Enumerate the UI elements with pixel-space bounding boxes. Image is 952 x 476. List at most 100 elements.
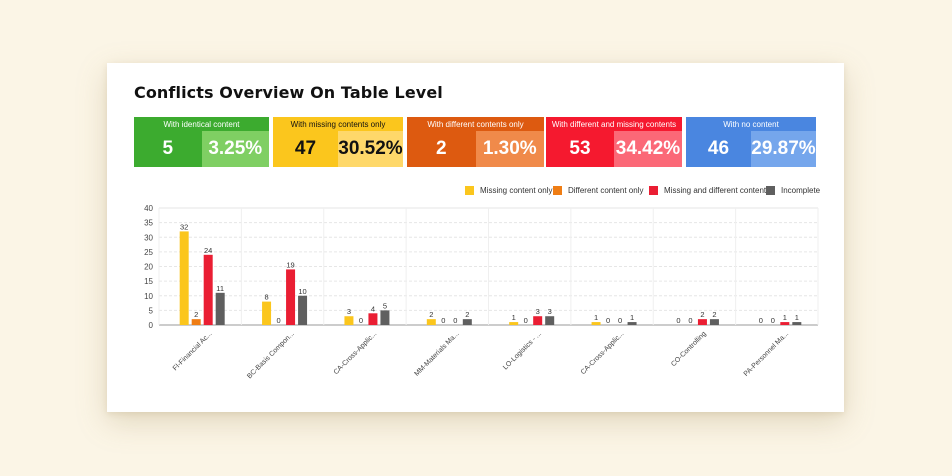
legend-item: Missing content only bbox=[465, 184, 552, 196]
bar bbox=[709, 319, 719, 325]
summary-tiles: With identical content 5 3.25% With missing… bbox=[134, 117, 844, 167]
data-label: 0 bbox=[688, 316, 692, 325]
bar bbox=[426, 319, 436, 325]
data-label: 3 bbox=[536, 307, 540, 316]
data-label: 8 bbox=[264, 293, 268, 302]
data-label: 2 bbox=[712, 310, 716, 319]
tile-percent: 3.25% bbox=[201, 131, 269, 167]
bar bbox=[344, 316, 354, 325]
data-label: 3 bbox=[347, 307, 351, 316]
data-label: 0 bbox=[618, 316, 622, 325]
bar bbox=[215, 292, 225, 325]
y-tick-label: 30 bbox=[144, 233, 153, 242]
y-tick-label: 20 bbox=[144, 263, 153, 272]
tile-label: With different contents only bbox=[427, 120, 524, 129]
data-label: 2 bbox=[700, 310, 704, 319]
tile-count: 5 bbox=[162, 138, 174, 159]
tile-label: With identical content bbox=[163, 120, 240, 129]
data-label: 2 bbox=[465, 310, 469, 319]
legend-label: Incomplete bbox=[781, 185, 821, 195]
legend-swatch bbox=[465, 185, 474, 195]
bar bbox=[780, 322, 790, 325]
tile-percent: 30.52% bbox=[338, 131, 403, 167]
legend-swatch bbox=[766, 185, 775, 195]
summary-tile: With no content 46 29.87% bbox=[686, 117, 816, 167]
tile-label: With missing contents only bbox=[290, 120, 386, 129]
data-label: 1 bbox=[594, 313, 598, 322]
legend-swatch bbox=[553, 185, 562, 195]
bar bbox=[509, 322, 519, 325]
bar bbox=[792, 322, 802, 325]
data-label: 19 bbox=[286, 260, 294, 269]
y-tick-label: 25 bbox=[144, 248, 153, 257]
data-label: 2 bbox=[429, 310, 433, 319]
y-tick-label: 15 bbox=[144, 277, 153, 286]
data-label: 4 bbox=[371, 304, 375, 313]
legend-label: Different content only bbox=[568, 185, 644, 195]
legend-item: Different content only bbox=[553, 184, 643, 196]
x-tick-label: CA-Cross-Applic... bbox=[333, 330, 379, 376]
bar bbox=[203, 254, 213, 325]
x-tick-label: PA-Personnel Ma... bbox=[743, 330, 791, 378]
bar bbox=[298, 295, 308, 325]
data-label: 0 bbox=[524, 316, 528, 325]
tile-count: 47 bbox=[294, 138, 317, 159]
legend-item: Incomplete bbox=[766, 184, 820, 196]
tile-percent: 34.42% bbox=[614, 131, 682, 167]
y-tick-label: 10 bbox=[144, 292, 153, 301]
x-tick-label: BC-Basis Compon... bbox=[246, 330, 296, 380]
x-tick-label: LO-Logistics - ... bbox=[502, 330, 543, 371]
summary-tile: With missing contents only 47 30.52% bbox=[273, 117, 403, 167]
data-label: 0 bbox=[676, 316, 680, 325]
bar bbox=[286, 269, 296, 325]
data-label: 24 bbox=[204, 246, 212, 255]
chart-legend: Missing content only Different content on… bbox=[465, 184, 844, 196]
legend-swatch bbox=[649, 185, 658, 195]
tile-label: With different and missing contents bbox=[551, 120, 677, 129]
tile-label: With no content bbox=[723, 120, 779, 129]
y-tick-label: 0 bbox=[149, 321, 154, 330]
bar bbox=[627, 322, 637, 325]
legend-item: Missing and different content bbox=[649, 184, 766, 196]
data-label: 2 bbox=[194, 310, 198, 319]
dashboard-card: Conflicts Overview On Table Level With i… bbox=[107, 63, 844, 412]
x-tick-label: CO-Controlling bbox=[670, 330, 708, 368]
tile-count: 46 bbox=[707, 138, 730, 159]
data-label: 1 bbox=[795, 313, 799, 322]
tile-count: 2 bbox=[435, 138, 447, 159]
bar bbox=[191, 319, 201, 325]
data-label: 11 bbox=[216, 284, 224, 293]
data-label: 3 bbox=[548, 307, 552, 316]
data-label: 32 bbox=[180, 222, 188, 231]
y-tick-label: 35 bbox=[144, 219, 153, 228]
legend-label: Missing content only bbox=[480, 185, 553, 195]
bar bbox=[462, 319, 472, 325]
data-label: 0 bbox=[276, 316, 280, 325]
bar bbox=[179, 231, 189, 325]
data-label: 1 bbox=[783, 313, 787, 322]
x-tick-label: FI-Financial Ac... bbox=[172, 330, 214, 372]
page-title: Conflicts Overview On Table Level bbox=[134, 83, 443, 102]
y-tick-label: 5 bbox=[149, 306, 154, 315]
tile-percent: 29.87% bbox=[751, 131, 816, 167]
tile-count: 53 bbox=[569, 138, 591, 159]
tile-percent: 1.30% bbox=[475, 131, 544, 167]
data-label: 0 bbox=[771, 316, 775, 325]
bar bbox=[380, 310, 390, 325]
x-tick-label: CA-Cross-Applic... bbox=[580, 330, 626, 376]
bar bbox=[697, 319, 707, 325]
x-tick-label: MM-Materials Ma... bbox=[413, 330, 460, 377]
data-label: 0 bbox=[606, 316, 610, 325]
data-label: 10 bbox=[298, 287, 306, 296]
data-label: 0 bbox=[759, 316, 763, 325]
summary-tile: With different and missing contents 53 34.… bbox=[546, 117, 682, 167]
summary-tile: With different contents only 2 1.30% bbox=[407, 117, 544, 167]
data-label: 0 bbox=[359, 316, 363, 325]
bar bbox=[545, 316, 555, 325]
data-label: 1 bbox=[512, 313, 516, 322]
legend-label: Missing and different content bbox=[664, 185, 767, 195]
bar bbox=[368, 313, 378, 325]
data-label: 5 bbox=[383, 301, 387, 310]
data-label: 1 bbox=[630, 313, 634, 322]
